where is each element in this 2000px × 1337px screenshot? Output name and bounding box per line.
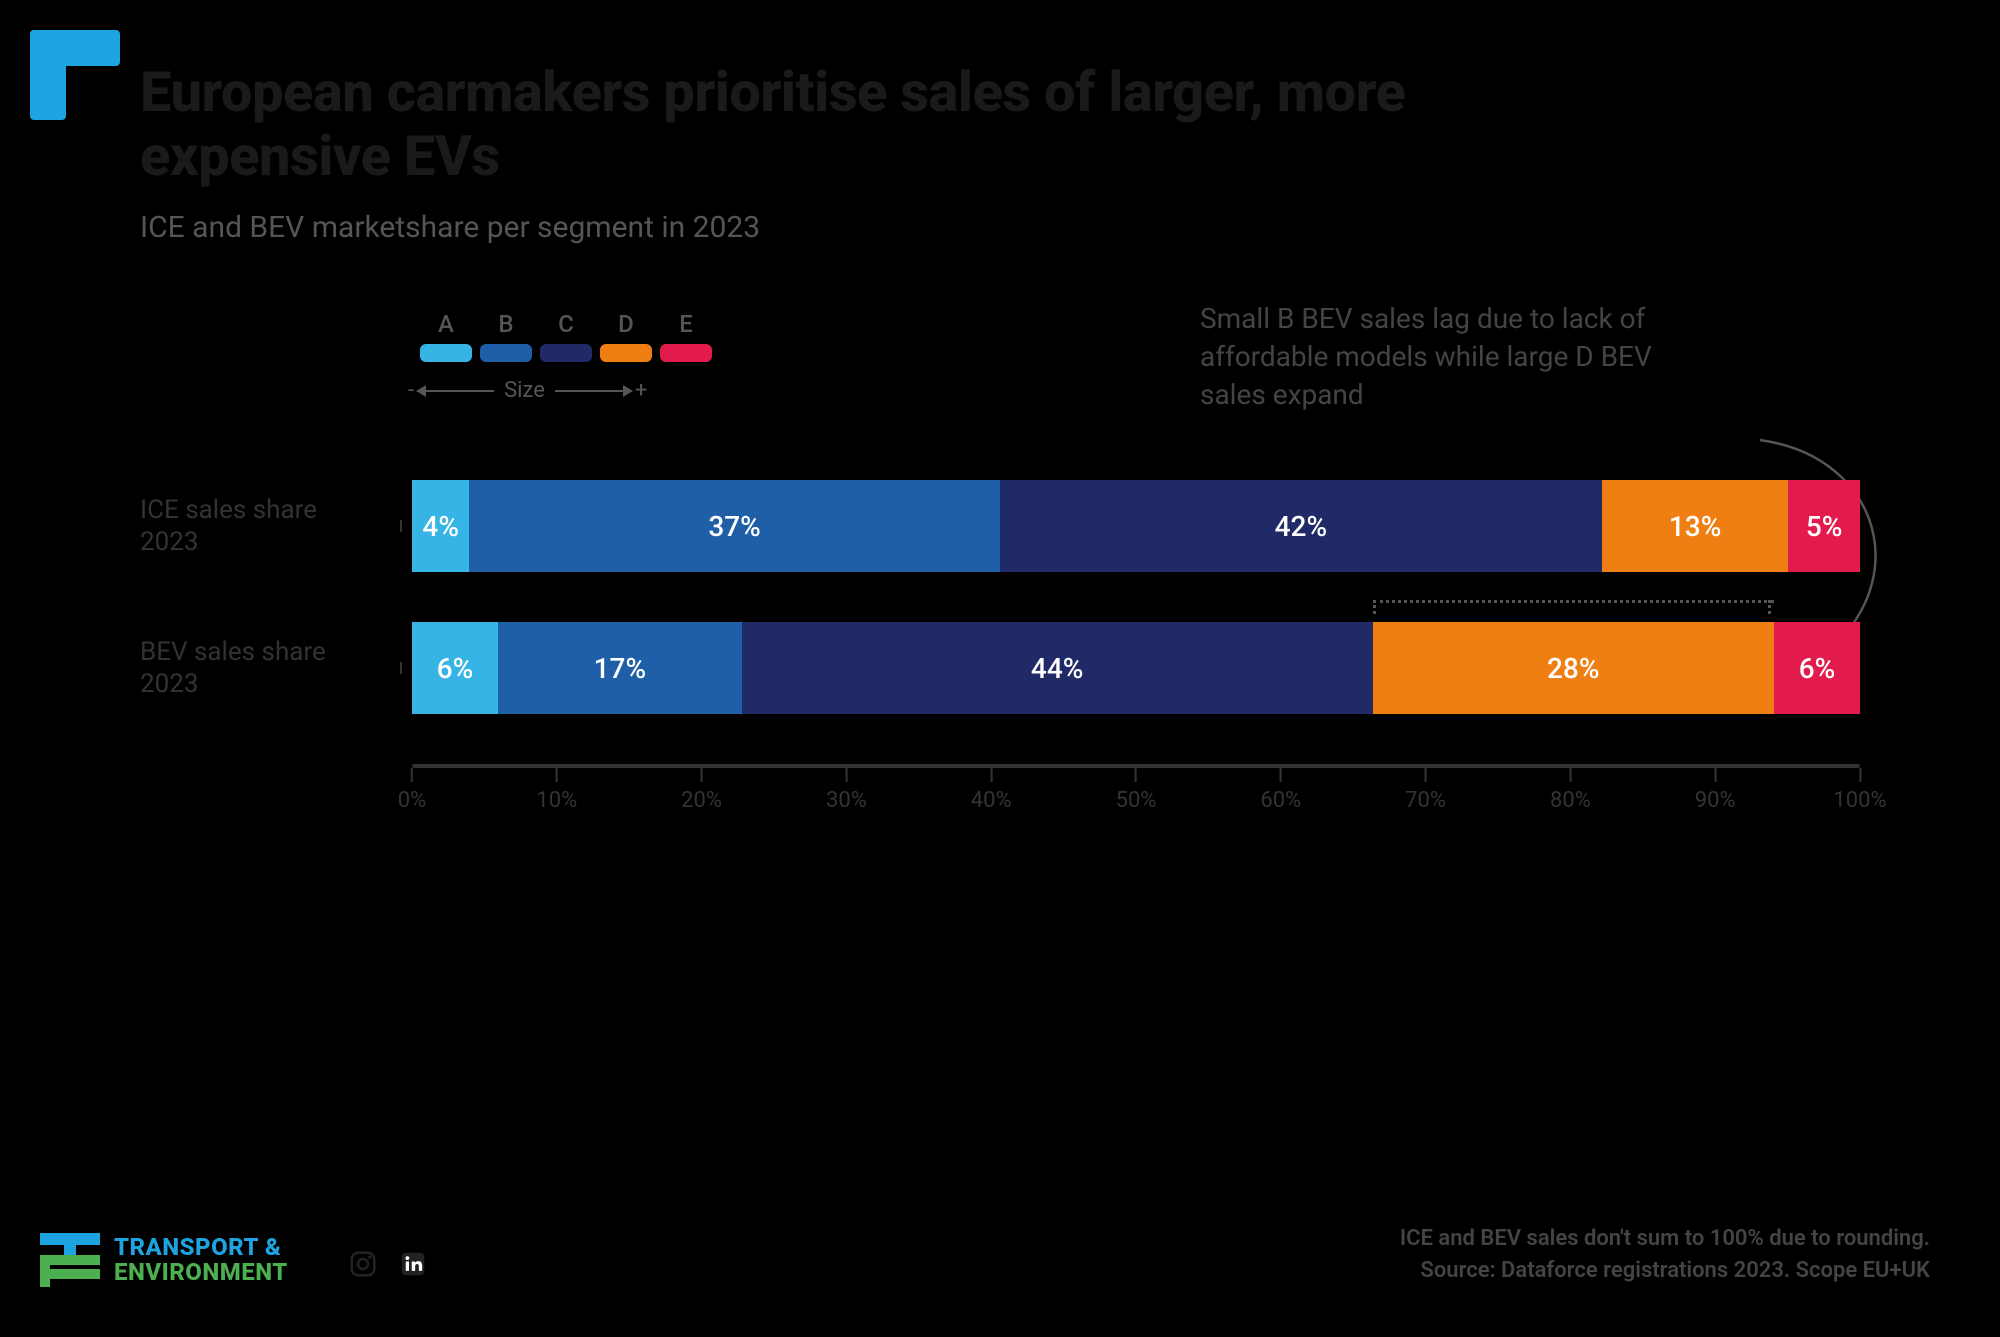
size-label: Size [504, 378, 545, 403]
bar-segment: 5% [1788, 480, 1860, 572]
legend-item: E [660, 310, 712, 362]
axis-tick: 80% [1550, 768, 1591, 813]
axis-tick: 30% [826, 768, 867, 813]
axis-tick: 90% [1695, 768, 1736, 813]
axis-tick: 20% [681, 768, 722, 813]
x-axis: 0% 10% 20% 30% 40% 50% 60% 70% 80% 90% [412, 764, 1860, 814]
highlight-bracket [1373, 600, 1774, 614]
legend-swatch [420, 344, 472, 362]
tick-mark [701, 768, 703, 782]
tick-label: 10% [536, 788, 577, 813]
tick-mark [1859, 768, 1861, 782]
tick-label: 80% [1550, 788, 1591, 813]
legend-items: A B C D E [420, 310, 712, 362]
bar-segment: 6% [1774, 622, 1860, 714]
footer-brand: TRANSPORT & ENVIRONMENT [40, 1233, 288, 1287]
bar-segment: 28% [1373, 622, 1774, 714]
legend-item-label: A [438, 310, 454, 338]
legend-swatch [660, 344, 712, 362]
bar-segment: 37% [469, 480, 999, 572]
tick-label: 90% [1695, 788, 1736, 813]
bar-segment: 6% [412, 622, 498, 714]
tick-label: 50% [1116, 788, 1157, 813]
bars-container: ICE sales share 20234%37%42%13%5%BEV sal… [140, 480, 1860, 714]
bar-row: BEV sales share 20236%17%44%28%6% [140, 622, 1860, 714]
tick-label: 20% [681, 788, 722, 813]
brand-corner-mark [30, 30, 120, 120]
axis-tick: 70% [1405, 768, 1446, 813]
footnote-line2: Source: Dataforce registrations 2023. Sc… [1400, 1255, 1930, 1287]
instagram-icon[interactable] [348, 1249, 378, 1279]
size-arrow-right [555, 390, 625, 392]
axis-tick: 60% [1260, 768, 1301, 813]
tick-mark [1569, 768, 1571, 782]
brand-line1: TRANSPORT & [114, 1235, 288, 1260]
axis-tick: 100% [1833, 768, 1886, 813]
bar-segment: 17% [498, 622, 742, 714]
footer: TRANSPORT & ENVIRONMENT ICE and BEV sale… [40, 1223, 1930, 1287]
size-plus: + [635, 378, 647, 403]
tick-label: 0% [398, 788, 426, 813]
tick-label: 70% [1405, 788, 1446, 813]
axis-ticks: 0% 10% 20% 30% 40% 50% 60% 70% 80% 90% [412, 768, 1860, 814]
axis-tick: 0% [398, 768, 426, 813]
bar-container: 6%17%44%28%6% [412, 622, 1860, 714]
chart-area: ICE sales share 20234%37%42%13%5%BEV sal… [140, 480, 1860, 814]
axis-tick: 40% [971, 768, 1012, 813]
tick-label: 30% [826, 788, 867, 813]
legend-swatch [480, 344, 532, 362]
size-minus: - [408, 378, 414, 403]
social-icons [348, 1249, 428, 1279]
axis-tick: 50% [1116, 768, 1157, 813]
footer-brand-text: TRANSPORT & ENVIRONMENT [114, 1235, 288, 1285]
footnote: ICE and BEV sales don't sum to 100% due … [1400, 1223, 1930, 1287]
tick-mark [1135, 768, 1137, 782]
chart-subtitle: ICE and BEV marketshare per segment in 2… [140, 210, 760, 245]
tick-label: 100% [1833, 788, 1886, 813]
legend-swatch [600, 344, 652, 362]
bar-start-tick [400, 662, 402, 674]
legend-item-label: D [618, 310, 634, 338]
axis-tick: 10% [536, 768, 577, 813]
tick-mark [411, 768, 413, 782]
bar-segment: 13% [1602, 480, 1788, 572]
brand-line2: ENVIRONMENT [114, 1260, 288, 1285]
size-arrow-left [424, 390, 494, 392]
tick-mark [1280, 768, 1282, 782]
bar-row: ICE sales share 20234%37%42%13%5% [140, 480, 1860, 572]
legend-item-label: E [679, 310, 693, 338]
tick-label: 40% [971, 788, 1012, 813]
bar-label: BEV sales share 2023 [140, 636, 400, 701]
linkedin-icon[interactable] [398, 1249, 428, 1279]
bar-container: 4%37%42%13%5% [412, 480, 1860, 572]
tick-mark [1714, 768, 1716, 782]
bar-label: ICE sales share 2023 [140, 494, 400, 559]
legend-item: B [480, 310, 532, 362]
tick-mark [845, 768, 847, 782]
legend-item-label: B [498, 310, 513, 338]
legend-item: C [540, 310, 592, 362]
tick-mark [1425, 768, 1427, 782]
bar-segment: 4% [412, 480, 469, 572]
legend-item: A [420, 310, 472, 362]
tick-mark [556, 768, 558, 782]
footnote-line1: ICE and BEV sales don't sum to 100% due … [1400, 1223, 1930, 1255]
legend: A B C D E - Size + [420, 310, 712, 403]
tick-label: 60% [1260, 788, 1301, 813]
bar-segment: 44% [742, 622, 1373, 714]
legend-swatch [540, 344, 592, 362]
legend-item-label: C [558, 310, 574, 338]
annotation-text: Small B BEV sales lag due to lack of aff… [1200, 300, 1720, 413]
legend-size-axis: - Size + [408, 378, 712, 403]
bar-start-tick [400, 520, 402, 532]
tick-mark [990, 768, 992, 782]
te-logo-icon [40, 1233, 100, 1287]
bar-segment: 42% [1000, 480, 1602, 572]
legend-item: D [600, 310, 652, 362]
chart-title: European carmakers prioritise sales of l… [140, 60, 1540, 189]
